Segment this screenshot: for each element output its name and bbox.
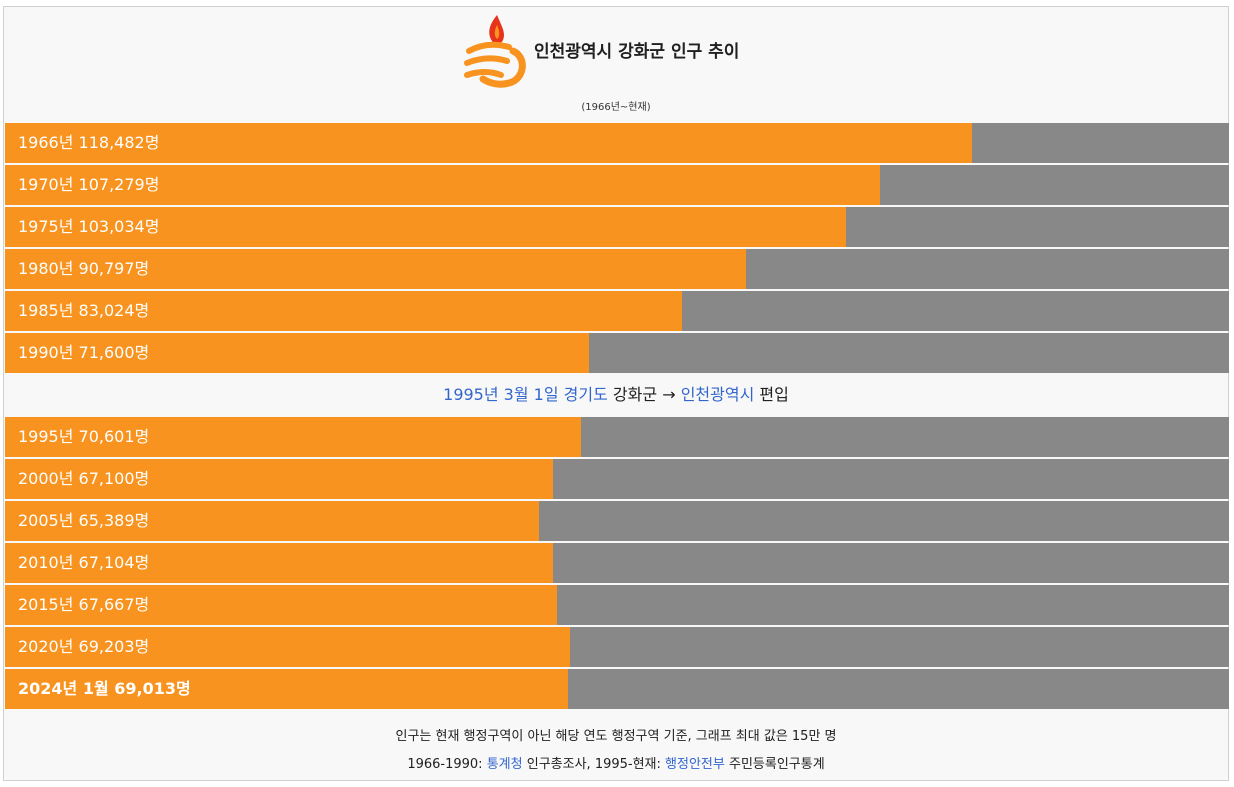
- bar-row: 2010년 67,104명: [5, 543, 1229, 583]
- bar-label: 1990년 71,600명: [18, 343, 150, 362]
- city-link[interactable]: 인천광역시: [680, 385, 755, 404]
- bar-row: 2000년 67,100명: [5, 459, 1229, 499]
- bar-row: 1995년 70,601명: [5, 417, 1229, 457]
- source-a-org-link[interactable]: 통계청: [486, 757, 523, 772]
- bar-row: 1990년 71,600명: [5, 333, 1229, 373]
- county-name: 강화군: [612, 385, 658, 404]
- source-a-name: 인구총조사,: [526, 757, 591, 772]
- event-action: 편입: [759, 385, 789, 404]
- incheon-symbol-icon: [464, 15, 526, 88]
- bar: [5, 165, 880, 205]
- bar-row: 1970년 107,279명: [5, 165, 1229, 205]
- bar-row: 1985년 83,024명: [5, 291, 1229, 331]
- bar: [5, 543, 553, 583]
- footer-note: 인구는 현재 행정구역이 아닌 해당 연도 행정구역 기준, 그래프 최대 값은…: [395, 729, 837, 744]
- bar-label: 2015년 67,667명: [18, 595, 150, 614]
- bar: [5, 417, 581, 457]
- bar: [5, 291, 682, 331]
- bar-label: 1985년 83,024명: [18, 301, 150, 320]
- bar-label: 2024년 1월 69,013명: [18, 679, 191, 698]
- bar: [5, 669, 568, 709]
- bar-label: 1980년 90,797명: [18, 259, 150, 278]
- bar-label: 2000년 67,100명: [18, 469, 150, 488]
- bar-row: 1980년 90,797명: [5, 249, 1229, 289]
- bar: [5, 627, 570, 667]
- bar-label: 2020년 69,203명: [18, 637, 150, 656]
- bar-label: 1970년 107,279명: [18, 175, 160, 194]
- bar: [5, 123, 972, 163]
- arrow-icon: →: [662, 385, 676, 404]
- source-b-period: 1995-현재:: [594, 757, 661, 772]
- bar-label: 2010년 67,104명: [18, 553, 150, 572]
- bar-label: 1995년 70,601명: [18, 427, 150, 446]
- bar-row: 2024년 1월 69,013명: [5, 669, 1229, 709]
- bar: [5, 207, 846, 247]
- bar: [5, 585, 557, 625]
- source-a-period: 1966-1990:: [407, 757, 483, 772]
- chart-subtitle: (1966년~현재): [581, 102, 651, 113]
- bar-label: 1966년 118,482명: [18, 133, 160, 152]
- source-b-name: 주민등록인구통계: [728, 757, 825, 772]
- bar-label: 2005년 65,389명: [18, 511, 150, 530]
- bar: [5, 501, 539, 541]
- bar-label: 1975년 103,034명: [18, 217, 160, 236]
- province-link[interactable]: 경기도: [563, 385, 608, 404]
- bar: [5, 459, 553, 499]
- bar-row: 1975년 103,034명: [5, 207, 1229, 247]
- chart-title: 인천광역시 강화군 인구 추이: [534, 42, 740, 62]
- bar: [5, 333, 589, 373]
- chart-frame: 인천광역시 강화군 인구 추이 (1966년~현재) 1966년 118,482…: [3, 6, 1229, 781]
- bar-row: 2015년 67,667명: [5, 585, 1229, 625]
- event-note: 1995년 3월 1일 경기도 강화군 → 인천광역시 편입: [4, 374, 1228, 416]
- source-b-org-link[interactable]: 행정안전부: [665, 757, 725, 772]
- bar-row: 2020년 69,203명: [5, 627, 1229, 667]
- event-date-link[interactable]: 1995년 3월 1일: [443, 385, 559, 404]
- bar: [5, 249, 746, 289]
- bar-row: 1966년 118,482명: [5, 123, 1229, 163]
- bar-row: 2005년 65,389명: [5, 501, 1229, 541]
- footer-sources: 1966-1990: 통계청 인구총조사, 1995-현재: 행정안전부 주민등…: [4, 753, 1228, 772]
- chart-header: 인천광역시 강화군 인구 추이 (1966년~현재): [4, 7, 1228, 123]
